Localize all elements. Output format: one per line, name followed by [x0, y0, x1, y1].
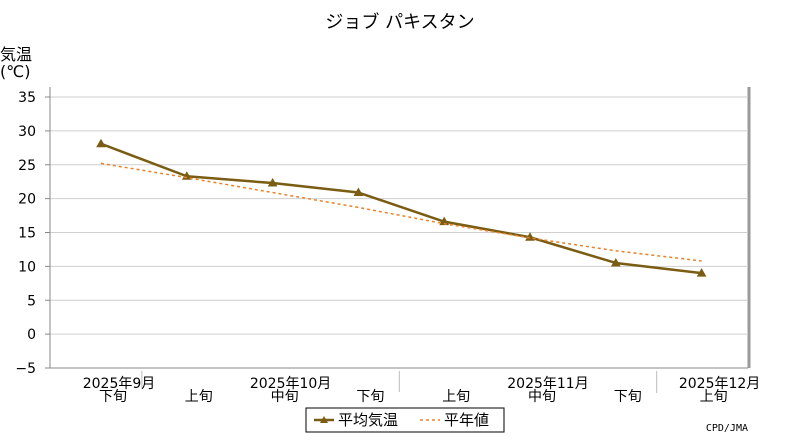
data-point-mean — [696, 268, 707, 277]
series-layer — [96, 138, 707, 277]
legend-box — [305, 407, 505, 433]
legend-label-mean: 平均気温 — [338, 411, 398, 429]
plot-area — [50, 87, 748, 368]
y-tick-label: 25 — [18, 158, 36, 174]
axis-layer: −5 0 5 10 15 20 25 30 35 — [15, 87, 748, 377]
y-tick-label: 15 — [18, 226, 36, 242]
legend-marker-mean — [320, 416, 328, 423]
chart-title: ジョブ パキスタン — [325, 11, 474, 33]
series-line-mean — [100, 142, 702, 275]
y-axis-label-line1: 気温 — [0, 45, 32, 64]
x-dekad-label: 下旬 — [614, 389, 642, 405]
credit: CPD/JMA — [706, 423, 748, 434]
data-point-mean — [439, 216, 450, 226]
x-month-label: 2025年9月 — [83, 376, 156, 392]
x-month-label: 2025年10月 — [250, 376, 331, 392]
grid-layer — [50, 87, 751, 368]
data-point-mean — [267, 178, 278, 187]
legend-label-normal: 平年値 — [444, 411, 489, 429]
y-tick-label: 5 — [27, 293, 36, 309]
data-point-mean — [353, 187, 364, 197]
y-tick-label: −5 — [15, 361, 36, 377]
y-tick-label: 10 — [18, 259, 36, 275]
x-dekad-label: 上旬 — [185, 389, 213, 405]
x-dekad-label: 下旬 — [99, 389, 127, 405]
y-tick-label: 20 — [18, 192, 36, 208]
x-dekad-label: 上旬 — [700, 389, 728, 405]
y-tick-label: 0 — [27, 327, 36, 343]
x-dekad-label: 下旬 — [356, 389, 384, 405]
x-dekad-label: 中旬 — [528, 389, 556, 405]
x-month-label: 2025年12月 — [679, 376, 760, 392]
data-point-mean — [525, 232, 535, 241]
y-tick-label: 30 — [18, 124, 36, 140]
legend: 平均気温 平年値 — [305, 407, 505, 433]
x-dekad-label: 中旬 — [271, 389, 299, 405]
x-month-label: 2025年11月 — [507, 376, 588, 392]
x-dekad-label: 上旬 — [442, 389, 470, 405]
y-axis-label-line2: (℃) — [0, 62, 30, 81]
data-point-mean — [610, 257, 621, 267]
data-point-mean — [96, 138, 106, 148]
y-tick-label: 35 — [18, 90, 36, 106]
